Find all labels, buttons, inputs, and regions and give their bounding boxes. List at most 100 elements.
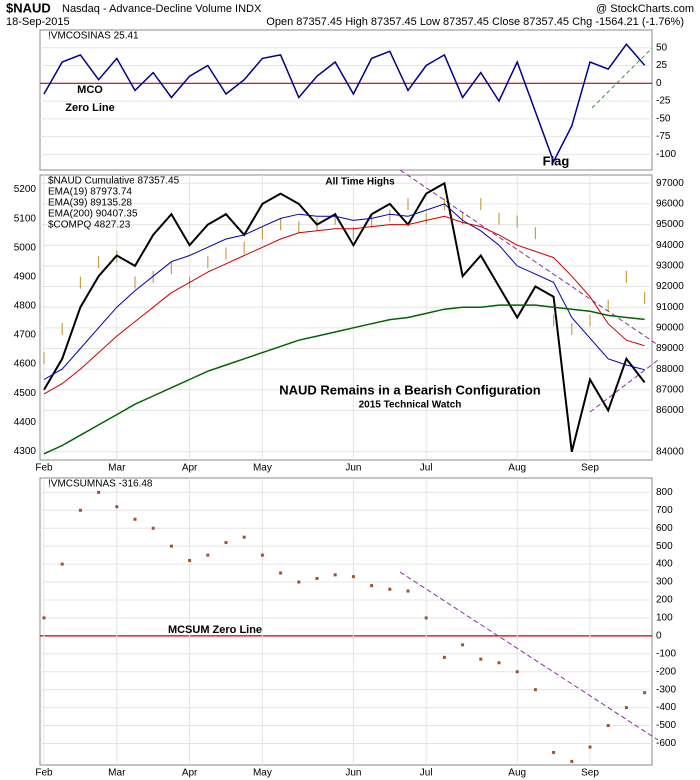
x-tick-label: Apr	[182, 463, 198, 474]
point	[588, 745, 592, 749]
panel-frame	[39, 29, 653, 171]
y-tick-label: 300	[656, 577, 673, 588]
series-line	[43, 181, 646, 452]
annotation: MCO	[77, 84, 103, 96]
y2-tick-label: 88000	[656, 364, 684, 375]
point	[169, 544, 173, 548]
name: Nasdaq - Advance-Decline Volume INDX	[62, 3, 262, 15]
series-line	[43, 304, 645, 455]
y2-tick-label: 95000	[656, 219, 684, 230]
y-tick-label: 25	[656, 60, 668, 71]
y-tick-label: -500	[656, 720, 676, 731]
point	[260, 553, 264, 557]
legend-entry: !VMCOSINAS 25.41	[48, 31, 139, 42]
point	[42, 616, 46, 620]
y-tick-label: 600	[656, 523, 673, 534]
y-tick-label: 5000	[14, 242, 37, 253]
x-tick-label: May	[253, 463, 272, 474]
headline: NAUD Remains in a Bearish Configuration	[279, 382, 541, 397]
y2-tick-label: 84000	[656, 446, 684, 457]
point	[424, 616, 428, 620]
y2-tick-label: 87000	[656, 384, 684, 395]
y-tick-label: 800	[656, 487, 673, 498]
series-line	[43, 42, 646, 164]
point	[515, 670, 519, 674]
point	[461, 643, 465, 647]
y-tick-label: 4500	[14, 388, 37, 399]
annotation: MCSUM Zero Line	[168, 624, 262, 636]
y-tick-label: 5200	[14, 184, 37, 195]
y2-tick-label: 96000	[656, 199, 684, 210]
y2-tick-label: 89000	[656, 343, 684, 354]
y-tick-label: -50	[656, 113, 671, 124]
trendline	[589, 359, 659, 413]
y-tick-label: -100	[656, 149, 676, 160]
x-tick-label: Feb	[35, 768, 53, 779]
y2-tick-label: 91000	[656, 302, 684, 313]
point	[370, 584, 374, 588]
point	[533, 688, 537, 692]
y-tick-label: 0	[656, 78, 662, 89]
series-line	[43, 203, 645, 380]
x-tick-label: Jul	[420, 463, 433, 474]
legend-entry: $COMPQ 4827.23	[48, 220, 131, 231]
panel-frame	[39, 477, 653, 766]
annotation: All Time Highs	[325, 177, 395, 188]
panel-frame	[39, 174, 653, 461]
y-tick-label: 100	[656, 613, 673, 624]
point	[242, 535, 246, 539]
y-tick-label: 4900	[14, 271, 37, 282]
y2-tick-label: 92000	[656, 281, 684, 292]
date: 18-Sep-2015	[6, 16, 70, 28]
x-tick-label: Mar	[108, 768, 126, 779]
y2-tick-label: 97000	[656, 178, 684, 189]
y-tick-label: 700	[656, 505, 673, 516]
y-tick-label: 4300	[14, 446, 37, 457]
point	[406, 589, 410, 593]
point	[351, 575, 355, 579]
point	[570, 759, 574, 763]
point	[279, 571, 283, 575]
y2-tick-label: 93000	[656, 261, 684, 272]
y-tick-label: 200	[656, 595, 673, 606]
annotation: Zero Line	[65, 102, 115, 114]
point	[78, 508, 82, 512]
y-tick-label: -100	[656, 648, 676, 659]
series-line	[43, 215, 645, 395]
y-tick-label: 400	[656, 559, 673, 570]
point	[643, 691, 647, 695]
x-tick-label: Aug	[508, 768, 526, 779]
x-tick-label: Apr	[182, 768, 198, 779]
credit: 2015 Technical Watch	[359, 400, 462, 411]
point	[333, 573, 337, 577]
legend-entry: $NAUD Cumulative 87357.45	[48, 176, 180, 187]
x-tick-label: May	[253, 768, 272, 779]
point	[442, 655, 446, 659]
y2-tick-label: 94000	[656, 240, 684, 251]
point	[479, 657, 483, 661]
y-tick-label: -200	[656, 666, 676, 677]
x-tick-label: Mar	[108, 463, 126, 474]
x-tick-label: Jun	[345, 768, 361, 779]
point	[97, 490, 101, 494]
point	[224, 541, 228, 545]
y-tick-label: 500	[656, 541, 673, 552]
y-tick-label: 4700	[14, 330, 37, 341]
source: @ StockCharts.com	[596, 3, 694, 15]
legend-entry: EMA(19) 87973.74	[48, 187, 132, 198]
y-tick-label: -25	[656, 96, 671, 107]
point	[497, 661, 501, 665]
annotation: Flag	[543, 153, 570, 168]
x-tick-label: Jul	[420, 768, 433, 779]
legend-entry: !VMCSUMNAS -316.48	[48, 479, 153, 490]
flag-line	[591, 47, 653, 109]
x-tick-label: Sep	[581, 768, 599, 779]
point	[151, 526, 155, 530]
y-tick-label: -75	[656, 131, 671, 142]
legend-entry: EMA(200) 90407.35	[48, 209, 138, 220]
point	[133, 517, 137, 521]
y2-tick-label: 90000	[656, 322, 684, 333]
y-tick-label: 4600	[14, 359, 37, 370]
point	[606, 724, 610, 728]
